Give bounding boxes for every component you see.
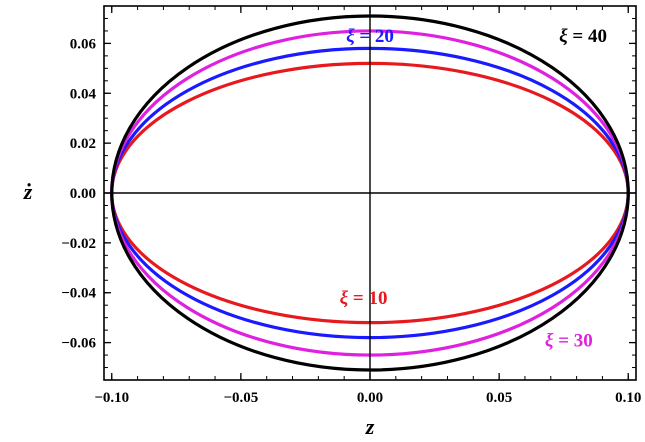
x-tick-label: 0.00: [357, 390, 383, 406]
y-tick-label: −0.06: [61, 336, 96, 352]
series-label-4: ξ = 40: [559, 26, 607, 47]
y-tick-label: 0.06: [70, 36, 97, 52]
annotations: ξ = 10 ξ = 20 ξ = 30 ξ = 40: [340, 26, 607, 351]
y-tick-label: 0.02: [70, 136, 96, 152]
x-axis-title: z: [365, 414, 375, 439]
y-tick-label: 0.00: [70, 186, 96, 202]
y-tick-label: 0.04: [70, 86, 97, 102]
series-label-2: ξ = 20: [346, 26, 394, 47]
series-label-1: ξ = 10: [340, 288, 388, 309]
center-axes: [104, 6, 636, 380]
y-axis-title: ż: [23, 179, 33, 204]
x-tick-label: 0.10: [615, 390, 641, 406]
y-ticks: 0.06 0.04 0.02 0.00 −0.02 −0.04 −0.06: [61, 17, 636, 369]
x-tick-label: 0.05: [486, 390, 512, 406]
y-tick-label: −0.04: [61, 286, 96, 302]
series-label-3: ξ = 30: [545, 330, 593, 351]
x-tick-label: −0.10: [94, 390, 129, 406]
y-tick-label: −0.02: [61, 236, 96, 252]
x-tick-label: −0.05: [223, 390, 258, 406]
x-ticks: −0.10 −0.05 0.00 0.05 0.10: [94, 6, 641, 406]
